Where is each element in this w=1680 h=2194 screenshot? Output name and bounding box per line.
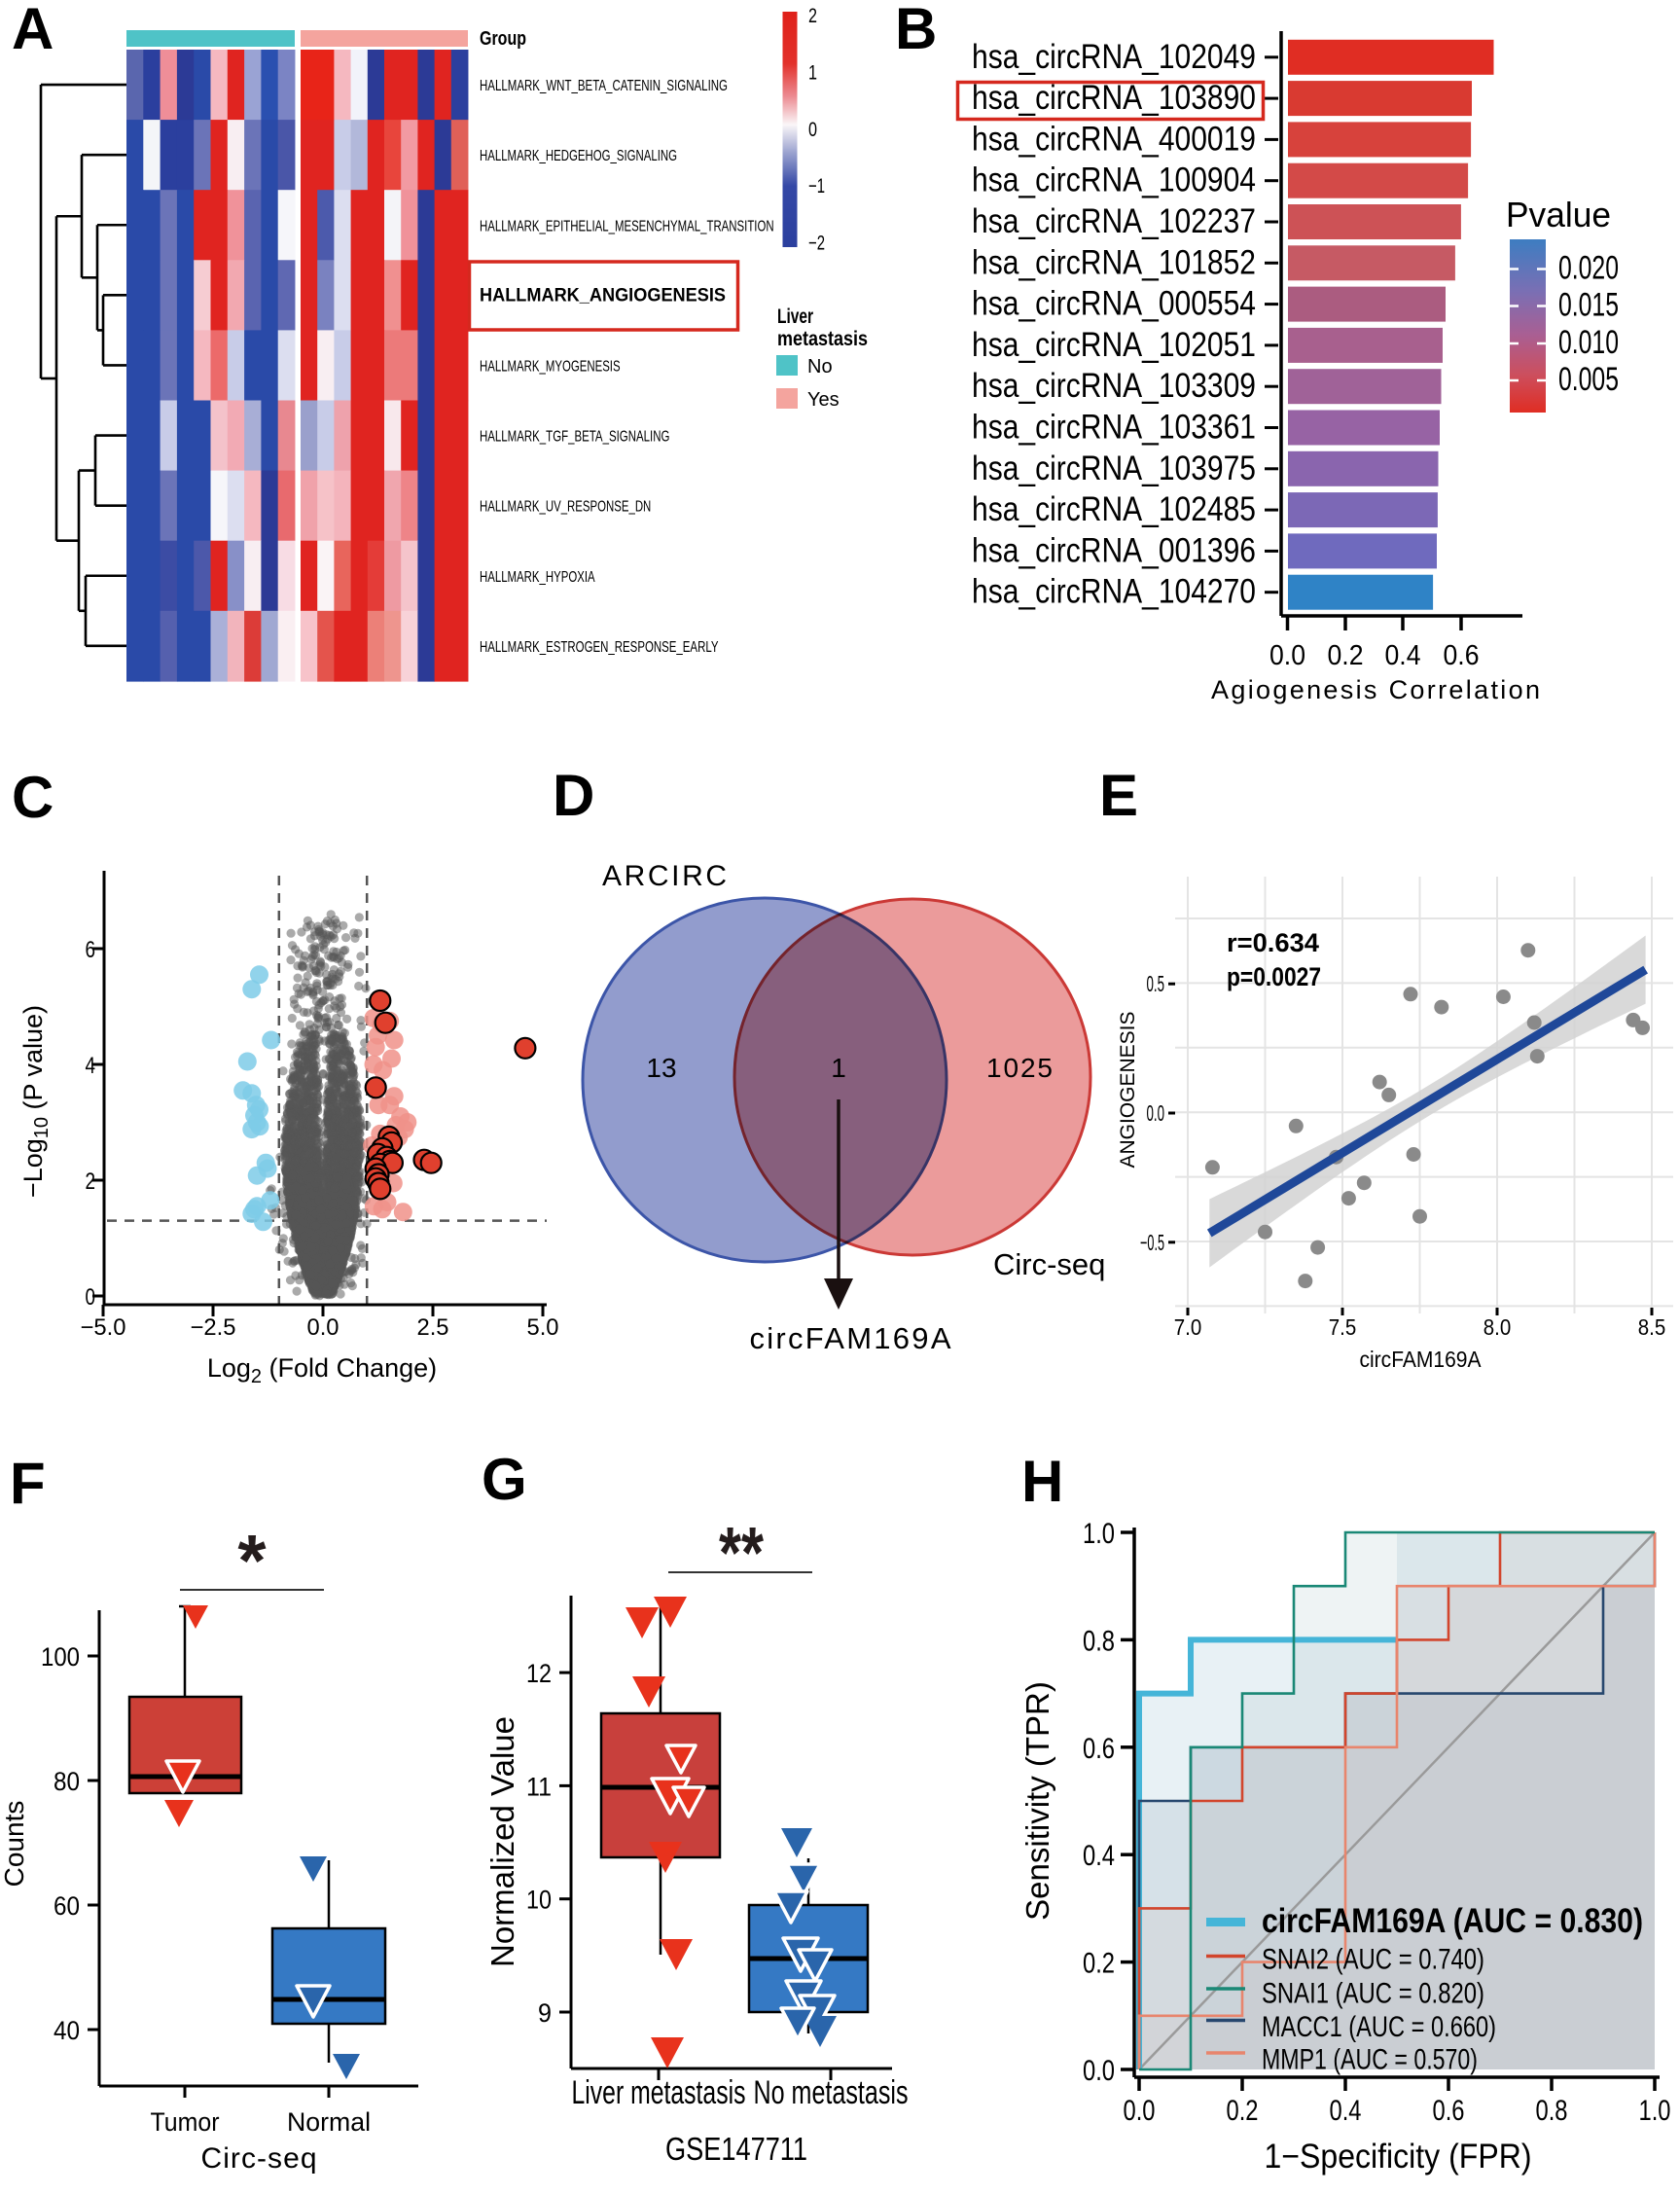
svg-text:hsa_circRNA_102051: hsa_circRNA_102051 [972,326,1256,364]
svg-text:Liver: Liver [777,306,813,328]
svg-text:No: No [807,356,833,378]
svg-text:C: C [12,765,54,830]
svg-text:−2: −2 [808,233,825,255]
svg-text:HALLMARK_EPITHELIAL_MESENCHYMA: HALLMARK_EPITHELIAL_MESENCHYMAL_TRANSITI… [480,218,774,234]
svg-text:HALLMARK_MYOGENESIS: HALLMARK_MYOGENESIS [480,358,621,375]
svg-text:Agiogenesis Correlation: Agiogenesis Correlation [1211,675,1540,704]
svg-text:0.6: 0.6 [1444,640,1480,671]
svg-text:hsa_circRNA_102237: hsa_circRNA_102237 [972,202,1256,240]
svg-text:0.4: 0.4 [1385,640,1421,671]
svg-text:hsa_circRNA_000554: hsa_circRNA_000554 [972,285,1256,323]
svg-text:0.0: 0.0 [1269,640,1305,671]
svg-text:HALLMARK_HYPOXIA: HALLMARK_HYPOXIA [480,569,595,586]
svg-text:B: B [895,0,937,61]
svg-text:0.010: 0.010 [1558,324,1619,361]
svg-text:hsa_circRNA_103309: hsa_circRNA_103309 [972,367,1256,405]
svg-text:hsa_circRNA_001396: hsa_circRNA_001396 [972,531,1256,569]
svg-text:A: A [12,0,54,61]
svg-text:HALLMARK_WNT_BETA_CATENIN_SIGN: HALLMARK_WNT_BETA_CATENIN_SIGNALING [480,78,728,94]
svg-text:0.005: 0.005 [1558,361,1619,398]
svg-text:hsa_circRNA_400019: hsa_circRNA_400019 [972,120,1256,158]
svg-text:hsa_circRNA_103361: hsa_circRNA_103361 [972,409,1256,447]
svg-text:2: 2 [808,5,817,27]
svg-text:HALLMARK_TGF_BETA_SIGNALING: HALLMARK_TGF_BETA_SIGNALING [480,429,669,446]
svg-text:hsa_circRNA_102049: hsa_circRNA_102049 [972,38,1256,76]
svg-text:0.2: 0.2 [1328,640,1364,671]
svg-text:−1: −1 [808,175,825,198]
svg-text:Yes: Yes [807,389,840,411]
svg-text:1: 1 [808,61,817,84]
svg-text:hsa_circRNA_103890: hsa_circRNA_103890 [972,79,1256,117]
svg-text:HALLMARK_UV_RESPONSE_DN: HALLMARK_UV_RESPONSE_DN [480,499,651,516]
svg-text:metastasis: metastasis [777,328,868,350]
svg-text:hsa_circRNA_100904: hsa_circRNA_100904 [972,162,1256,199]
svg-text:0.020: 0.020 [1558,250,1619,287]
svg-text:0: 0 [808,119,817,141]
svg-text:hsa_circRNA_103975: hsa_circRNA_103975 [972,450,1256,487]
svg-text:hsa_circRNA_101852: hsa_circRNA_101852 [972,243,1256,281]
svg-text:Group: Group [480,28,526,50]
svg-text:HALLMARK_ESTROGEN_RESPONSE_EAR: HALLMARK_ESTROGEN_RESPONSE_EARLY [480,639,719,656]
svg-text:HALLMARK_ANGIOGENESIS: HALLMARK_ANGIOGENESIS [480,285,726,306]
svg-text:HALLMARK_HEDGEHOG_SIGNALING: HALLMARK_HEDGEHOG_SIGNALING [480,148,677,164]
svg-text:hsa_circRNA_104270: hsa_circRNA_104270 [972,573,1256,611]
svg-text:hsa_circRNA_102485: hsa_circRNA_102485 [972,490,1256,528]
svg-text:0.015: 0.015 [1558,287,1619,324]
svg-text:Pvalue: Pvalue [1506,195,1611,234]
